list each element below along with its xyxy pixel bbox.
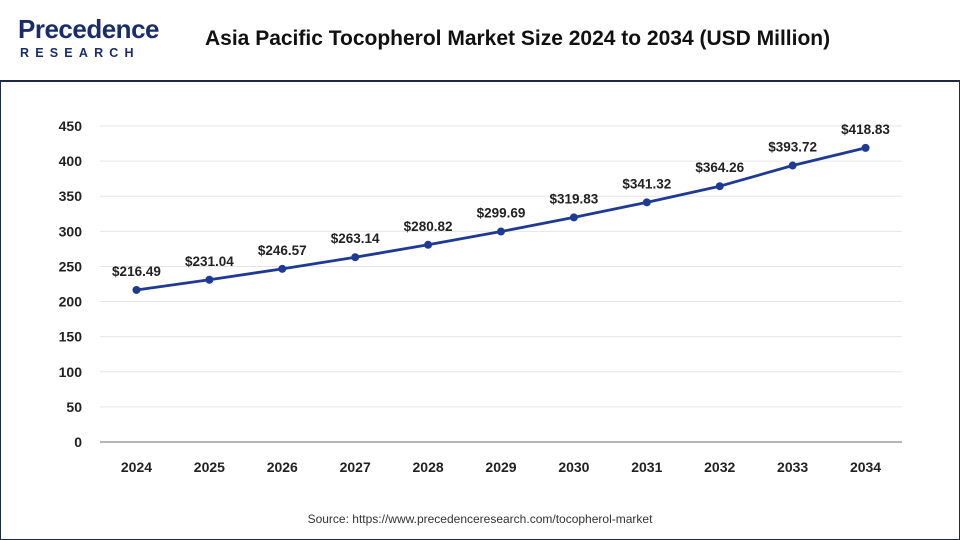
- data-label: $280.82: [404, 219, 453, 234]
- data-label: $418.83: [841, 122, 890, 137]
- x-tick-label: 2026: [267, 459, 298, 475]
- x-tick-label: 2032: [704, 459, 735, 475]
- data-label: $231.04: [185, 254, 234, 269]
- chart-plot-area: 0 50 100 150 200 250 300 350 400 450 2024 2025 2026 2…: [59, 118, 902, 475]
- data-label: $299.69: [477, 206, 526, 221]
- x-tick-label: 2034: [850, 459, 881, 475]
- x-tick-label: 2025: [194, 459, 225, 475]
- data-point: [569, 213, 578, 222]
- data-point: [205, 275, 214, 284]
- chart-title: Asia Pacific Tocopherol Market Size 2024…: [205, 27, 831, 50]
- data-label: $216.49: [112, 264, 161, 279]
- x-tick-label: 2029: [485, 459, 516, 475]
- brand-logo: Precedence RESEARCH: [18, 14, 168, 70]
- data-label: $393.72: [768, 140, 817, 155]
- y-tick-label: 50: [66, 399, 82, 415]
- x-tick-label: 2028: [413, 459, 444, 475]
- y-tick-label: 400: [59, 153, 83, 169]
- data-point: [278, 264, 287, 273]
- data-label: $364.26: [695, 160, 744, 175]
- y-tick-label: 100: [59, 364, 83, 380]
- data-point: [788, 161, 797, 170]
- line-chart: 0 50 100 150 200 250 300 350 400 450 2024 2025 2026 2…: [0, 82, 960, 502]
- x-tick-label: 2030: [558, 459, 589, 475]
- y-tick-label: 0: [74, 434, 82, 450]
- header: Precedence RESEARCH Asia Pacific Tocophe…: [0, 0, 960, 82]
- data-label: $319.83: [550, 191, 599, 206]
- y-tick-label: 300: [59, 223, 83, 239]
- y-tick-label: 350: [59, 188, 83, 204]
- data-point: [497, 227, 505, 236]
- x-tick-label: 2033: [777, 459, 808, 475]
- x-tick-label: 2027: [340, 459, 371, 475]
- x-tick-label: 2031: [631, 459, 662, 475]
- data-label: $263.14: [331, 231, 380, 246]
- source-note: Source: https://www.precedenceresearch.c…: [307, 512, 653, 526]
- y-tick-label: 250: [59, 258, 83, 274]
- y-tick-label: 150: [59, 329, 83, 345]
- y-tick-label: 200: [59, 294, 83, 310]
- y-tick-label: 450: [59, 118, 83, 134]
- data-point: [351, 253, 360, 262]
- data-label: $341.32: [622, 176, 671, 191]
- data-point: [715, 182, 724, 191]
- data-label: $246.57: [258, 243, 307, 258]
- logo-subtitle: RESEARCH: [20, 46, 140, 60]
- data-point: [642, 198, 651, 207]
- data-point: [132, 285, 141, 294]
- data-point: [424, 240, 433, 249]
- x-tick-label: 2024: [121, 459, 152, 475]
- logo-wordmark: Precedence: [18, 14, 159, 44]
- data-point: [861, 143, 870, 152]
